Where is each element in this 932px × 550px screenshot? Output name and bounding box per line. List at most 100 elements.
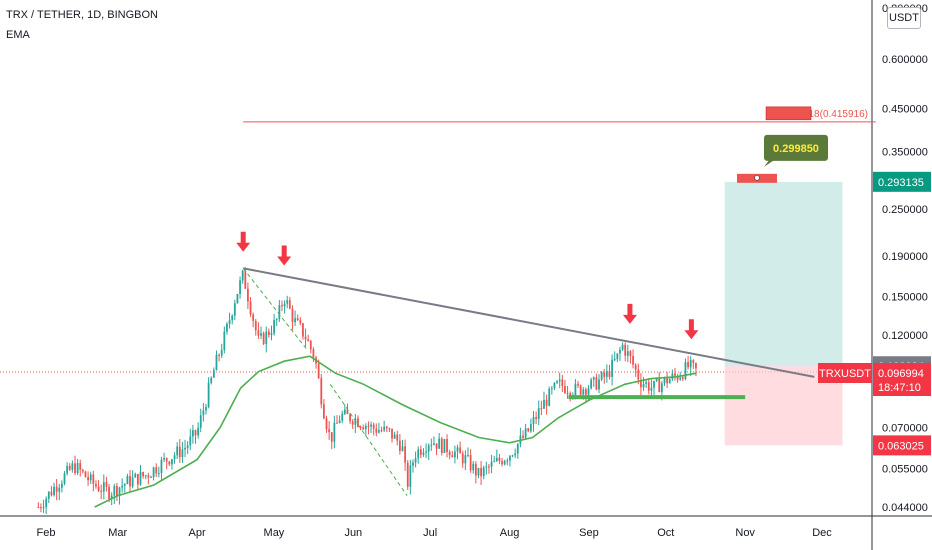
symbol-tag-text: TRXUSDT <box>819 368 871 380</box>
candle-body <box>467 454 469 456</box>
candle-body <box>178 446 181 458</box>
candle-body <box>488 466 490 468</box>
candle-body <box>364 425 367 430</box>
down-arrow-icon <box>684 319 699 340</box>
candle-body <box>600 372 603 380</box>
fib-label: .618(0.415916) <box>800 109 868 120</box>
candle-body <box>388 428 391 430</box>
candle-body <box>391 428 393 439</box>
candle-body <box>383 426 386 431</box>
candle-body <box>131 477 134 487</box>
candle-body <box>155 467 158 474</box>
candle-body <box>257 330 260 336</box>
candle-body <box>626 351 629 356</box>
candle-body <box>493 461 496 463</box>
candle-body <box>495 457 498 462</box>
y-tick-label: 0.250000 <box>882 204 928 216</box>
candle-body <box>404 446 407 463</box>
candle-body <box>304 336 307 340</box>
candle-body <box>60 483 63 488</box>
candle-body <box>522 435 524 438</box>
x-tick-label: Jul <box>423 527 437 539</box>
candle-body <box>45 498 48 508</box>
candle-body <box>632 356 634 365</box>
currency-button[interactable]: USDT <box>887 7 921 29</box>
candle-body <box>634 364 637 370</box>
candle-body <box>328 429 331 433</box>
candle-body <box>265 331 268 344</box>
candle-body <box>121 485 124 488</box>
candle-body <box>569 393 572 397</box>
candle-body <box>283 303 286 307</box>
candle-body <box>157 473 160 475</box>
candle-body <box>663 377 666 384</box>
candle-body <box>448 451 451 456</box>
candle-body <box>398 440 401 451</box>
candle-body <box>558 379 561 382</box>
candle-body <box>464 455 467 464</box>
y-tick-label: 0.150000 <box>882 292 928 304</box>
candle-body <box>608 371 611 377</box>
target-callout <box>764 134 828 161</box>
candle-body <box>244 270 247 289</box>
candle-body <box>89 474 92 481</box>
candle-body <box>191 430 194 437</box>
candle-body <box>564 386 566 393</box>
target-callout-text: 0.299850 <box>773 143 819 155</box>
stop-price-label-bg <box>873 435 931 456</box>
candle-body <box>207 382 210 408</box>
candle-body <box>241 270 244 281</box>
candle-body <box>433 443 435 445</box>
candle-body <box>474 463 477 476</box>
candle-body <box>422 452 425 455</box>
candle-body <box>419 449 422 455</box>
candle-body <box>186 445 189 448</box>
candle-body <box>681 377 684 379</box>
candle-body <box>281 305 283 307</box>
candle-body <box>637 369 640 380</box>
candle-body <box>63 473 66 484</box>
candle-body <box>113 485 116 496</box>
candle-body <box>477 467 480 476</box>
candle-body <box>412 462 414 466</box>
candle-body <box>165 458 168 462</box>
candle-body <box>202 410 205 416</box>
candle-body <box>619 349 621 354</box>
y-tick-label: 0.055000 <box>882 464 928 476</box>
candle-body <box>440 438 443 453</box>
candle-body <box>548 388 551 406</box>
candle-body <box>561 379 564 387</box>
symbol-tag <box>818 363 872 383</box>
candle-body <box>110 495 113 500</box>
candle-body <box>674 373 676 376</box>
candle-body <box>506 460 509 462</box>
candle-body <box>139 472 142 485</box>
y-tick-label: 0.070000 <box>882 422 928 434</box>
candle-body <box>307 339 310 342</box>
candle-body <box>37 507 40 508</box>
candle-body <box>152 467 155 477</box>
y-tick-label: 0.600000 <box>882 54 928 66</box>
candle-body <box>498 457 501 461</box>
target-price-label: 0.293135 <box>873 171 931 192</box>
candle-body <box>320 378 323 405</box>
candle-body <box>535 417 538 419</box>
candles <box>37 267 697 515</box>
candle-body <box>346 409 349 415</box>
candle-body <box>543 399 545 409</box>
candle-body <box>270 333 273 335</box>
candle-body <box>409 465 412 487</box>
x-tick-label: Sep <box>579 527 599 539</box>
target-zone <box>724 181 843 367</box>
candle-body <box>679 377 682 380</box>
candle-body <box>592 377 595 380</box>
candle-body <box>173 455 176 460</box>
candle-body <box>660 383 663 393</box>
candle-body <box>171 459 173 465</box>
candle-body <box>76 463 79 474</box>
candle-body <box>611 359 613 377</box>
candle-body <box>262 333 265 344</box>
candle-body <box>291 308 294 323</box>
indicator-label[interactable]: EMA <box>6 29 30 41</box>
